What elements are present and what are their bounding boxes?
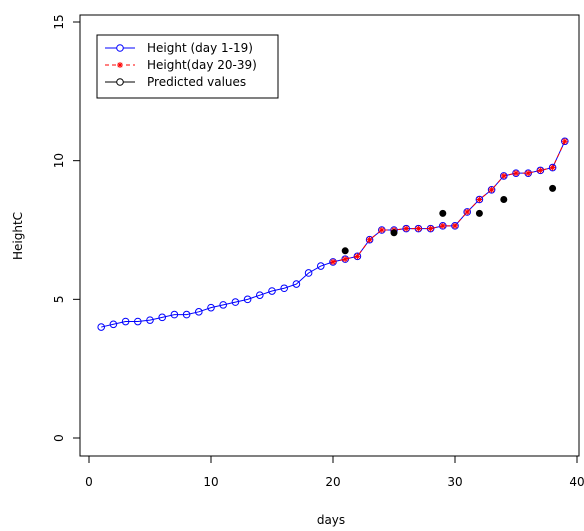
data-point [109,320,118,329]
data-point [439,222,447,230]
series-line [332,141,566,263]
data-point [342,256,349,263]
y-tick-label: 10 [52,153,66,168]
y-axis-title: HeightC [11,212,25,260]
series-height-day-1-19 [97,137,569,331]
series-line [101,141,566,328]
y-tick-label: 15 [52,14,66,29]
legend-marker [116,44,124,52]
data-point [525,170,532,177]
data-point [549,184,557,192]
data-point [536,166,545,175]
data-point [341,247,349,255]
data-point [366,236,373,243]
series-layer [97,137,569,331]
legend-entry-height-day-20-39: Height(day 20-39) [105,58,257,72]
x-tick-label: 30 [447,475,462,489]
data-point [513,170,519,177]
legend-marker [117,62,123,68]
legend-label: Predicted values [147,75,246,89]
data-point [134,317,142,326]
data-point [390,229,398,237]
data-point [365,235,374,244]
data-point [451,222,459,230]
data-point [561,137,569,146]
data-point [317,262,325,270]
data-point [378,227,385,233]
legend-label: Height(day 20-39) [147,58,257,72]
data-point [476,196,483,203]
data-point [500,172,508,180]
data-point [427,225,434,232]
data-point [170,310,179,319]
data-point [207,303,215,312]
data-point [488,186,495,193]
data-point [475,195,484,204]
data-point [121,317,130,326]
data-point [353,252,362,261]
data-point [158,313,166,322]
data-point [256,291,264,299]
data-point [487,185,496,194]
data-point [97,323,105,331]
data-point [402,224,411,233]
data-point [195,308,203,316]
data-point [231,298,240,306]
data-point [280,284,289,293]
data-point [304,269,313,277]
series-predicted-values [341,184,557,255]
legend-label: Height (day 1-19) [147,41,253,55]
data-point [292,280,301,288]
y-axis: 0 5 10 15 [52,14,81,442]
legend-entry-height-day-1-19: Height (day 1-19) [105,41,253,55]
legend-marker [116,78,124,86]
legend-entry-predicted-values: Predicted values [105,75,246,89]
data-point [341,255,350,263]
data-point [354,253,361,260]
y-tick-label: 0 [52,434,66,442]
data-point [146,316,154,324]
data-point [537,167,544,174]
x-axis: 0 10 20 30 40 [85,455,584,489]
legend: Height (day 1-19) Height(day 20-39) Predic… [96,34,279,99]
data-point [243,295,252,304]
x-axis-title: days [317,513,345,527]
legend-box [96,34,279,99]
series-height-day-20-39 [330,138,568,265]
data-point [330,258,336,265]
data-point [500,195,508,203]
data-point [561,138,568,145]
data-point [549,164,556,171]
y-tick-label: 5 [52,296,66,304]
data-point [182,310,191,319]
data-point [475,209,483,217]
data-point [219,301,227,309]
x-tick-label: 20 [325,475,340,489]
data-point [463,208,472,216]
data-point [403,225,410,232]
x-tick-label: 10 [203,475,218,489]
data-point [452,222,458,229]
data-point [268,287,276,295]
legend-entries: Height (day 1-19) Height(day 20-39) Predic… [105,41,257,89]
data-point [329,258,337,266]
data-point [415,225,422,232]
x-tick-label: 0 [85,475,93,489]
data-point [500,172,507,179]
data-point [548,163,557,172]
data-point [464,208,471,215]
data-point [439,222,446,229]
x-tick-label: 40 [569,475,584,489]
data-point [439,209,447,217]
